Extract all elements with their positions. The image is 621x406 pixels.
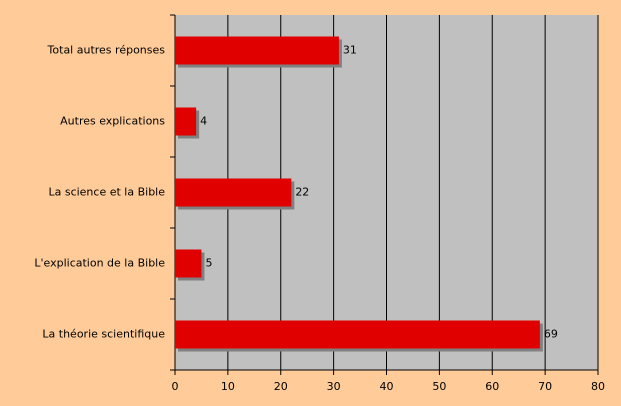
data-label: 22 <box>295 186 309 199</box>
bar <box>175 36 339 65</box>
data-label: 69 <box>544 328 558 341</box>
data-label: 5 <box>205 257 212 270</box>
x-tick-label: 80 <box>591 380 605 393</box>
y-tick-label: Autres explications <box>60 115 165 128</box>
x-tick-label: 70 <box>538 380 552 393</box>
bar <box>175 107 197 136</box>
bar <box>175 249 202 278</box>
x-tick-label: 60 <box>485 380 499 393</box>
y-tick-label: Total autres réponses <box>47 44 166 57</box>
y-tick-label: La science et la Bible <box>48 186 165 199</box>
x-tick-label: 40 <box>380 380 394 393</box>
x-tick-label: 0 <box>172 380 179 393</box>
bar <box>175 320 540 349</box>
x-tick-label: 30 <box>327 380 341 393</box>
y-tick-label: La théorie scientifique <box>42 328 165 341</box>
bar <box>175 178 292 207</box>
x-tick-label: 50 <box>432 380 446 393</box>
data-label: 31 <box>343 44 357 57</box>
x-tick-label: 20 <box>274 380 288 393</box>
data-label: 4 <box>200 115 207 128</box>
x-tick-label: 10 <box>221 380 235 393</box>
y-tick-label: L'explication de la Bible <box>34 257 165 270</box>
